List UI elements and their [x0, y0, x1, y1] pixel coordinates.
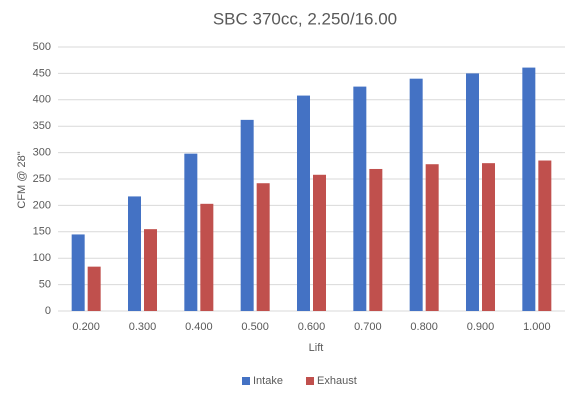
y-tick-label: 150	[33, 226, 51, 238]
y-tick-label: 500	[33, 41, 51, 53]
x-tick-label: 0.200	[72, 321, 100, 333]
y-tick-label: 200	[33, 199, 51, 211]
bar	[466, 73, 479, 312]
x-tick-label: 0.900	[467, 321, 495, 333]
y-tick-label: 50	[39, 279, 51, 291]
bar	[522, 67, 536, 311]
bar	[87, 266, 101, 311]
y-tick-label: 400	[33, 94, 51, 106]
bar	[184, 153, 198, 311]
bar	[128, 196, 141, 311]
bar	[353, 86, 367, 311]
x-tick-label: 1.000	[523, 321, 551, 333]
bar	[369, 168, 383, 311]
x-tick-label: 0.800	[410, 321, 438, 333]
bar	[297, 95, 310, 312]
bar	[71, 234, 85, 311]
legend-swatch	[306, 377, 314, 385]
bar	[482, 163, 495, 311]
bar	[425, 164, 439, 311]
x-axis-title: Lift	[309, 342, 324, 354]
y-tick-label: 100	[33, 252, 51, 264]
y-tick-label: 0	[45, 305, 51, 317]
y-axis-title: CFM @ 28"	[16, 151, 28, 208]
y-tick-label: 250	[33, 173, 51, 185]
bar	[200, 203, 214, 311]
bar	[256, 183, 270, 311]
bar	[240, 119, 254, 311]
bar	[538, 160, 552, 311]
y-tick-label: 300	[33, 147, 51, 159]
bar	[409, 78, 423, 312]
legend-label: Intake	[253, 375, 283, 387]
x-tick-label: 0.300	[129, 321, 157, 333]
y-tick-label: 450	[33, 67, 51, 79]
x-tick-label: 0.700	[354, 321, 382, 333]
legend-label: Exhaust	[317, 375, 357, 387]
legend-swatch	[242, 377, 250, 385]
x-tick-label: 0.600	[298, 321, 326, 333]
x-tick-label: 0.500	[241, 321, 269, 333]
chart-title: SBC 370cc, 2.250/16.00	[213, 9, 397, 28]
bar	[313, 174, 326, 311]
y-tick-label: 350	[33, 120, 51, 132]
x-tick-label: 0.400	[185, 321, 213, 333]
bar	[144, 229, 157, 311]
